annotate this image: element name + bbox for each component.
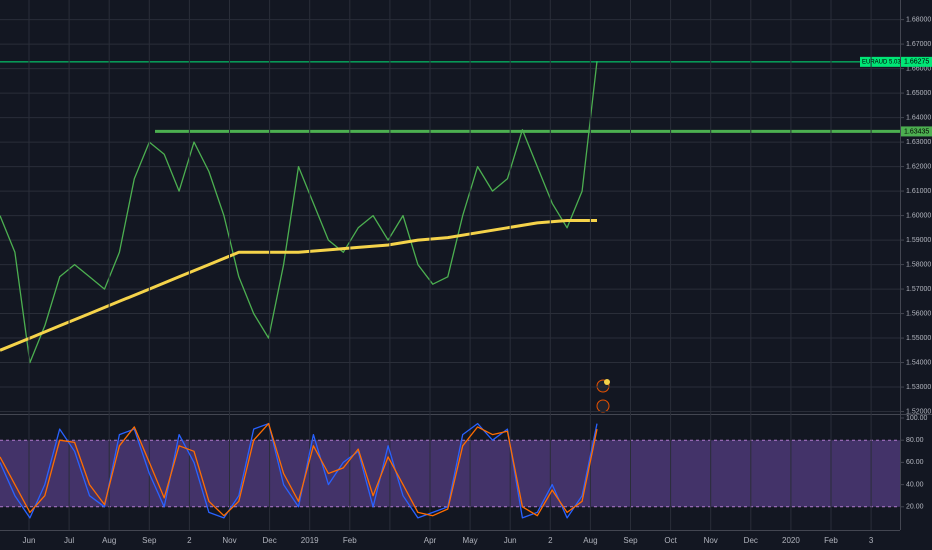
y-tick-label: 1.55000: [906, 335, 931, 342]
x-tick-label: Jul: [64, 536, 74, 545]
y-tick-label: 60.00: [906, 459, 924, 466]
x-tick-label: 2019: [301, 536, 319, 545]
price-label: 1.63435: [904, 128, 929, 135]
x-tick-label: Aug: [102, 536, 116, 545]
y-tick-label: 1.56000: [906, 310, 931, 317]
y-tick-label: 1.66000: [906, 65, 931, 72]
y-tick-label: 1.61000: [906, 188, 931, 195]
y-tick-label: 1.65000: [906, 90, 931, 97]
y-tick-label: 1.68000: [906, 16, 931, 23]
x-tick-label: Nov: [222, 536, 236, 545]
y-tick-label: 20.00: [906, 504, 924, 511]
y-tick-label: 1.53000: [906, 384, 931, 391]
y-tick-label: 1.59000: [906, 237, 931, 244]
y-tick-label: 100.00: [906, 415, 928, 422]
series-line: [0, 61, 598, 364]
y-tick-label: 1.57000: [906, 286, 931, 293]
price-label: 1.66275: [904, 59, 929, 66]
y-tick-label: 1.52000: [906, 408, 931, 415]
event-icon[interactable]: [596, 399, 610, 413]
price-tag: [901, 126, 932, 137]
x-tick-label: Feb: [343, 536, 357, 545]
x-tick-label: Dec: [744, 536, 758, 545]
x-tick-label: Sep: [142, 536, 157, 545]
x-tick-label: Oct: [664, 536, 677, 545]
x-tick-label: Aug: [583, 536, 597, 545]
y-tick-label: 40.00: [906, 481, 924, 488]
x-tick-label: 2: [548, 536, 553, 545]
x-tick-label: Apr: [424, 536, 437, 545]
y-tick-label: 80.00: [906, 437, 924, 444]
series-line: [0, 219, 597, 352]
x-tick-label: 2: [187, 536, 192, 545]
x-tick-label: 2020: [782, 536, 800, 545]
series-line: [0, 422, 598, 519]
symbol-tag: [860, 56, 900, 67]
y-tick-label: 1.63000: [906, 139, 931, 146]
symbol-label: EURAUD 5.03%: [862, 59, 907, 65]
y-tick-label: 1.54000: [906, 359, 931, 366]
y-tick-label: 1.60000: [906, 212, 931, 219]
x-tick-label: Nov: [704, 536, 718, 545]
x-tick-label: 3: [869, 536, 874, 545]
x-tick-label: May: [463, 536, 478, 545]
x-tick-label: Sep: [623, 536, 638, 545]
x-tick-label: Feb: [824, 536, 838, 545]
y-tick-label: 1.64000: [906, 114, 931, 121]
x-tick-label: Jun: [504, 536, 517, 545]
y-tick-label: 1.62000: [906, 163, 931, 170]
y-tick-label: 1.58000: [906, 261, 931, 268]
x-tick-label: Jun: [23, 536, 36, 545]
series-line: [0, 422, 598, 517]
x-tick-label: Dec: [262, 536, 276, 545]
y-tick-label: 1.67000: [906, 41, 931, 48]
price-tag: [901, 56, 932, 67]
event-badge: [604, 379, 610, 385]
